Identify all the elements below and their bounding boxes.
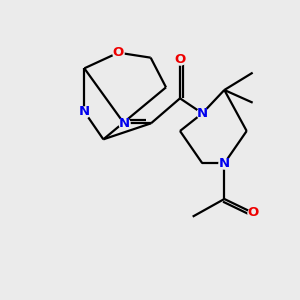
Text: N: N (197, 107, 208, 120)
Text: N: N (79, 105, 90, 118)
Text: O: O (113, 46, 124, 59)
Text: N: N (219, 157, 230, 170)
Text: N: N (118, 117, 130, 130)
Text: O: O (247, 206, 258, 219)
Text: O: O (174, 53, 186, 66)
